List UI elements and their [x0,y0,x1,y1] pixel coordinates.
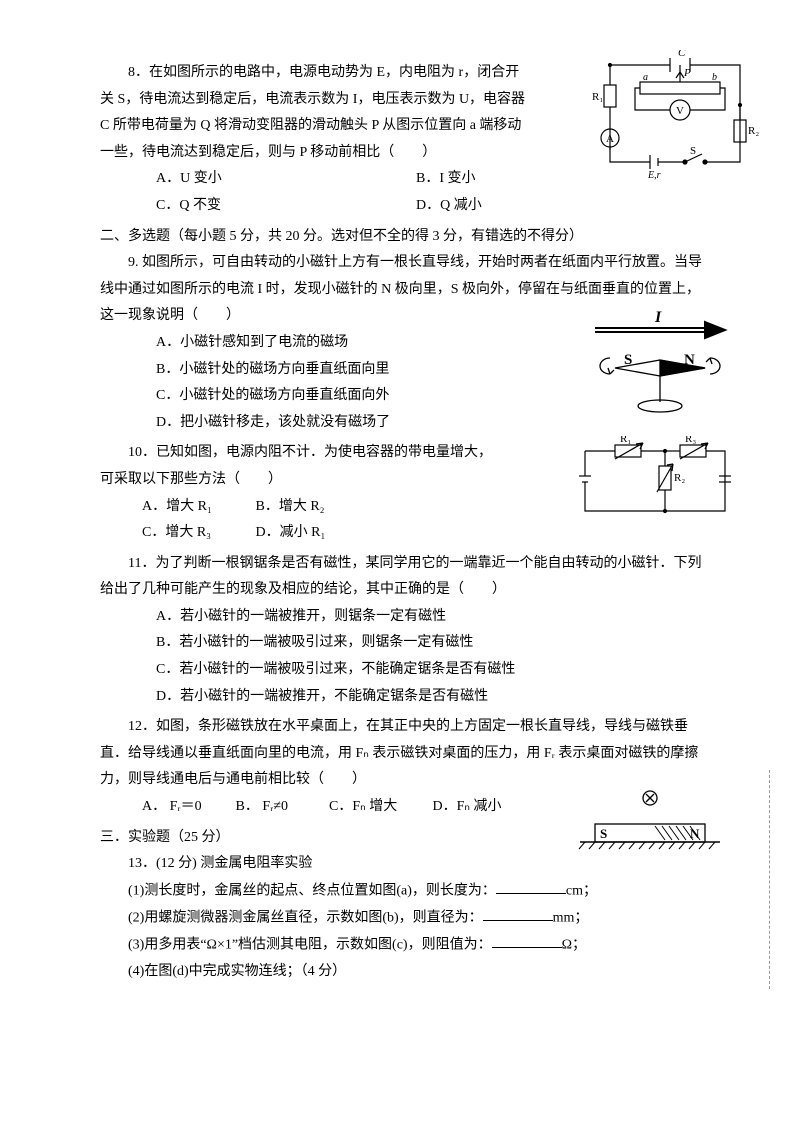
q12-stem-l2: 直．给导线通以垂直纸面向里的电流，用 Fₙ 表示磁铁对桌面的压力，用 Fᵣ 表示… [100,741,720,768]
q11-opt-a: A．若小磁针的一端被推开，则锯条一定有磁性 [100,604,720,631]
q13-blank-3[interactable] [492,932,562,948]
svg-text:R₂: R₂ [748,125,759,137]
svg-text:V: V [676,105,684,117]
q10-opt-b: B．增大 R₂ [256,499,325,514]
q10-opt-d: D．减小 R₁ [256,525,326,540]
q13-blank-2[interactable] [483,905,553,921]
svg-text:S: S [690,145,696,157]
question-10: 10．已知如图，电源内阻不计．为使电容器的带电量增大， 可采取以下那些方法（ ）… [100,440,720,546]
q13-title: 13．(12 分) 测金属电阻率实验 [100,851,720,878]
q8-opt-a: A．U 变小 [156,166,416,193]
q11-opt-c: C．若小磁针的一端被吸引过来，不能确定锯条是否有磁性 [100,657,720,684]
q9-stem-l2: 线中通过如图所示的电流 I 时，发现小磁针的 N 极向里，S 极向外，停留在与纸… [100,277,720,304]
question-8: C R₁ A E,r S [100,60,720,220]
q13-p3b: Ω； [562,937,586,952]
svg-text:I: I [654,310,662,326]
q11-opt-d: D．若小磁针的一端被推开，不能确定锯条是否有磁性 [100,684,720,711]
q12-opt-a: A． Fᵣ＝0 [142,794,232,821]
q11-opt-b: B．若小磁针的一端被吸引过来，则锯条一定有磁性 [100,630,720,657]
q13-p1b: cm； [566,883,597,898]
q8-opt-d: D．Q 减小 [416,193,482,220]
section-2-header: 二、多选题（每小题 5 分，共 20 分。选对但不全的得 3 分，有错选的不得分… [100,224,720,251]
svg-text:R₃: R₃ [685,436,696,445]
q10-figure: R₁ R₃ R₂ [570,436,740,531]
question-12: 12．如图，条形磁铁放在水平桌面上，在其正中央的上方固定一根长直导线，导线与磁铁… [100,714,720,820]
q12-figure: S N [570,786,730,856]
svg-text:R₂: R₂ [674,472,685,484]
q11-stem-l2: 给出了几种可能产生的现象及相应的结论，其中正确的是（ ） [100,577,720,604]
question-11: 11．为了判断一根钢锯条是否有磁性，某同学用它的一端靠近一个能自由转动的小磁针．… [100,551,720,711]
svg-text:b: b [712,72,717,83]
svg-text:A: A [606,133,614,145]
q10-opt-a: A．增大 R₁ [142,494,252,521]
q12-stem-l1: 12．如图，条形磁铁放在水平桌面上，在其正中央的上方固定一根长直导线，导线与磁铁… [100,714,720,741]
svg-text:a: a [643,72,648,83]
q8-opt-b: B．I 变小 [416,166,476,193]
svg-text:C: C [678,50,686,59]
q8-opt-c: C．Q 不变 [156,193,416,220]
q12-opt-b: B． Fᵣ≠0 [236,794,326,821]
q13-blank-1[interactable] [496,878,566,894]
svg-text:R₁: R₁ [620,436,631,445]
q13-p3a: (3)用多用表“Ω×1”档估测其电阻，示数如图(c)，则阻值为： [128,937,492,952]
svg-text:N: N [684,352,695,368]
svg-text:S: S [600,826,607,841]
svg-text:R₁: R₁ [592,91,603,103]
q12-opt-d: D．Fₙ 减小 [433,799,502,814]
question-13: 13．(12 分) 测金属电阻率实验 (1)测长度时，金属丝的起点、终点位置如图… [100,851,720,985]
q9-figure: I S N [580,310,740,420]
q12-opt-c: C．Fₙ 增大 [329,794,429,821]
svg-text:E,r: E,r [647,170,661,180]
q9-stem-l1: 9. 如图所示，可自由转动的小磁针上方有一根长直导线，开始时两者在纸面内平行放置… [100,250,720,277]
svg-text:S: S [624,352,632,368]
question-9: 9. 如图所示，可自由转动的小磁针上方有一根长直导线，开始时两者在纸面内平行放置… [100,250,720,436]
q13-p1a: (1)测长度时，金属丝的起点、终点位置如图(a)，则长度为： [128,883,496,898]
q11-stem-l1: 11．为了判断一根钢锯条是否有磁性，某同学用它的一端靠近一个能自由转动的小磁针．… [100,551,720,578]
q10-opt-c: C．增大 R₃ [142,520,252,547]
cut-line [769,770,770,989]
q13-p4: (4)在图(d)中完成实物连线；（4 分） [100,959,720,986]
q13-p2b: mm； [553,910,589,925]
q8-figure: C R₁ A E,r S [590,50,760,180]
q13-p2a: (2)用螺旋测微器测金属丝直径，示数如图(b)，则直径为： [128,910,483,925]
svg-text:P: P [683,67,691,79]
